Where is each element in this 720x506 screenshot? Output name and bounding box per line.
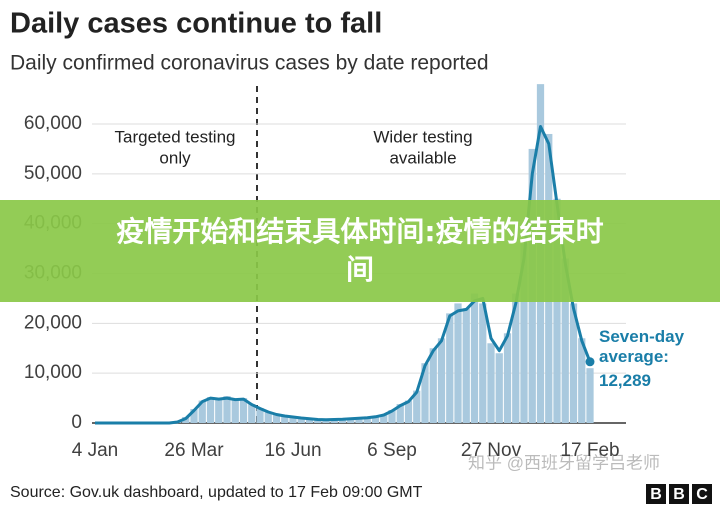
bar: [272, 414, 281, 423]
bar: [314, 419, 322, 423]
bar: [503, 333, 512, 423]
y-tick-label: 0: [71, 412, 82, 433]
watermark: 知乎 @西班牙留学吕老师: [468, 453, 660, 472]
chart-subtitle: Daily confirmed coronavirus cases by dat…: [10, 52, 489, 75]
bar: [512, 293, 520, 423]
bar: [429, 348, 437, 423]
bar: [553, 198, 561, 423]
bar: [479, 303, 487, 423]
bar: [404, 400, 413, 423]
logo-letter: C: [696, 486, 708, 503]
x-tick-label: 16 Jun: [264, 440, 321, 461]
annotation: available: [389, 148, 456, 167]
bar: [520, 243, 528, 423]
bar: [264, 412, 272, 423]
x-tick-label: 17 Feb: [560, 440, 619, 461]
bar: [231, 399, 239, 423]
bar: [330, 419, 338, 423]
banner-line: 间: [345, 253, 374, 286]
bar: [198, 400, 206, 423]
bar: [347, 418, 355, 423]
bar: [256, 408, 264, 423]
bar: [338, 419, 347, 423]
bar: [305, 418, 314, 423]
bar: [454, 303, 462, 423]
bar: [239, 398, 248, 423]
bar: [421, 363, 429, 423]
bar: [206, 397, 215, 423]
banner: 疫情开始和结束具体时间:疫情的结束时 间: [0, 200, 720, 302]
bar: [388, 410, 396, 423]
x-tick-label: 6 Sep: [367, 440, 417, 461]
bar: [495, 353, 503, 423]
annotation: only: [159, 148, 191, 167]
bar: [248, 404, 256, 423]
bar: [470, 293, 479, 423]
bar: [487, 343, 495, 423]
logo-box: [646, 484, 666, 504]
chart-title: Daily cases continue to fall: [10, 8, 382, 40]
banner-line: 疫情开始和结束具体时间:疫情的结束时: [116, 215, 604, 248]
end-label: average:: [599, 347, 669, 366]
bar: [363, 417, 371, 423]
x-tick-label: 27 Nov: [461, 440, 522, 461]
bar: [355, 418, 363, 423]
end-value-label: 12,289: [599, 371, 651, 390]
bar: [446, 313, 454, 423]
average-line: [95, 125, 592, 425]
y-tick-label: 10,000: [24, 362, 82, 383]
bar: [190, 409, 198, 423]
bar: [281, 416, 289, 423]
bar: [413, 390, 421, 423]
logo-box: [692, 484, 712, 504]
bar: [396, 404, 404, 423]
bar: [586, 368, 594, 423]
x-tick-label: 26 Mar: [164, 440, 224, 461]
bar: [380, 414, 388, 423]
y-tick-label: 20,000: [24, 312, 82, 333]
bar: [223, 396, 231, 423]
bar: [569, 303, 578, 423]
y-tick-label: 60,000: [24, 113, 82, 134]
end-dot: [585, 357, 595, 367]
bar: [297, 418, 305, 423]
logo-letter: B: [673, 486, 685, 503]
bar: [462, 308, 470, 423]
bar: [561, 258, 569, 423]
bar: [289, 417, 297, 423]
bar: [437, 338, 446, 423]
source: Source: Gov.uk dashboard, updated to 17 …: [10, 484, 423, 501]
bar: [215, 398, 223, 423]
y-tick-label: 50,000: [24, 163, 82, 184]
x-tick-label: 4 Jan: [72, 440, 118, 461]
annotation: Targeted testing: [115, 127, 236, 146]
logo-box: [669, 484, 689, 504]
bar: [371, 416, 380, 423]
logo-letter: B: [650, 486, 662, 503]
end-label: Seven-day: [599, 327, 685, 346]
annotation: Wider testing: [373, 127, 472, 146]
bar: [578, 338, 586, 423]
